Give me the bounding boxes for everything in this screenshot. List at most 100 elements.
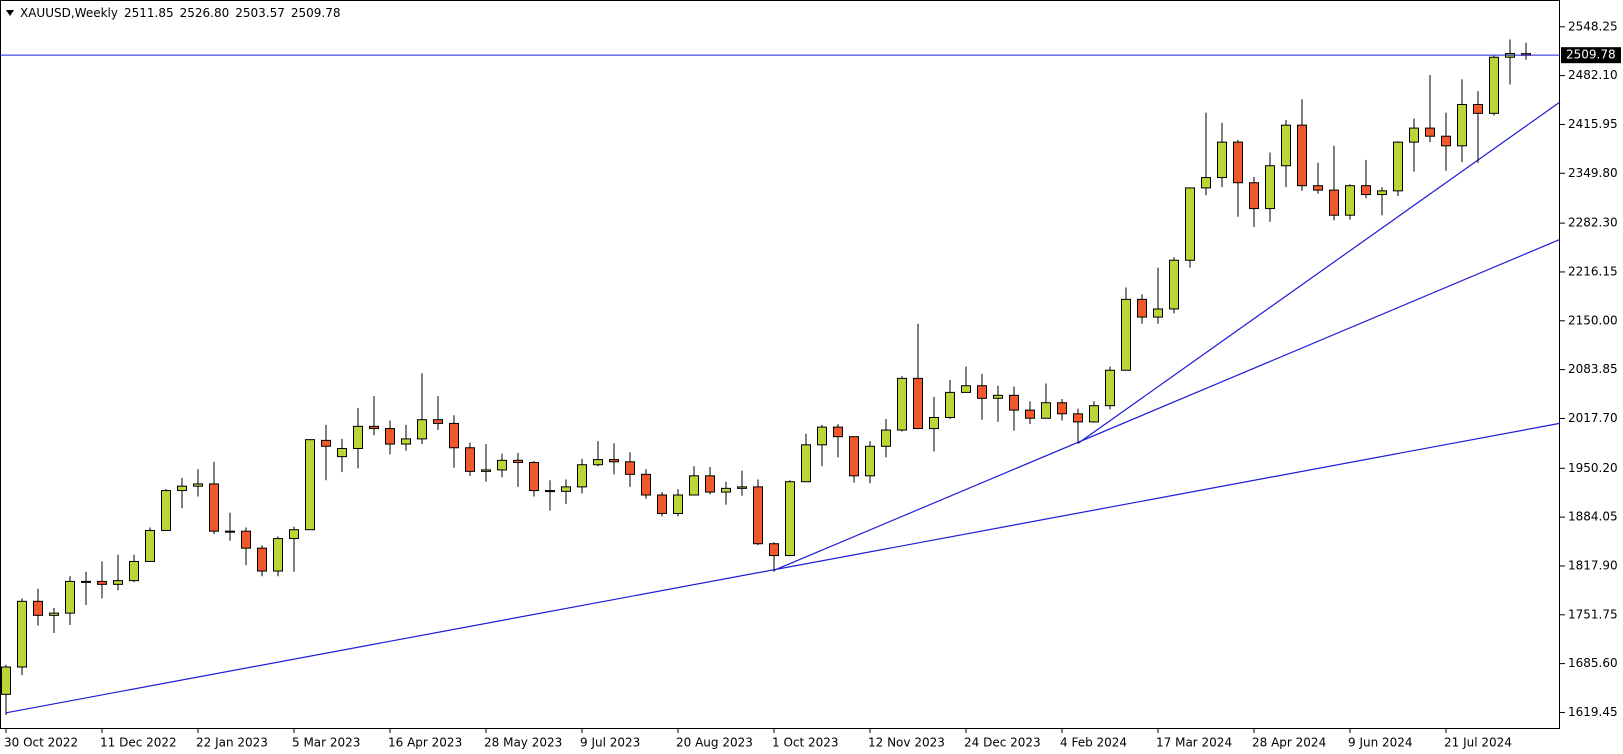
candle-body <box>1297 124 1307 187</box>
candle-body <box>1409 127 1419 143</box>
price-tag <box>1561 47 1621 64</box>
y-tick-label: 1619.45 <box>1568 705 1618 719</box>
candle-body <box>1105 369 1115 407</box>
candle-body <box>817 426 827 446</box>
candle-body <box>1361 185 1371 196</box>
candle-body <box>1233 141 1243 184</box>
menu-triangle[interactable] <box>6 10 14 16</box>
candle-body <box>721 487 731 493</box>
x-tick-label: 30 Oct 2022 <box>4 736 78 750</box>
open-label: 2511.85 <box>124 6 174 20</box>
candle-body <box>97 580 107 585</box>
candle-body <box>945 391 955 418</box>
candle-body <box>1025 409 1035 419</box>
trendline <box>1077 101 1560 444</box>
candle-body <box>1265 165 1275 210</box>
candle-body <box>1073 413 1083 423</box>
candle-body <box>737 486 747 489</box>
candle-body <box>577 464 587 488</box>
candle-body <box>225 530 235 533</box>
x-tick-label: 9 Jul 2023 <box>580 736 640 750</box>
symbol: XAUUSD,Weekly <box>20 6 118 20</box>
candle-body <box>401 438 411 445</box>
candle-body <box>833 426 843 438</box>
candle-body <box>1329 189 1339 216</box>
trendline <box>773 239 1560 571</box>
candle-body <box>1 666 11 695</box>
candle-body <box>993 394 1003 399</box>
candle-body <box>209 483 219 532</box>
candle-body <box>241 530 251 549</box>
candle-body <box>849 436 859 477</box>
candle-body <box>417 419 427 440</box>
y-tick-label: 1950.20 <box>1568 461 1618 475</box>
candle-body <box>1009 394 1019 411</box>
low-label: 2503.57 <box>235 6 285 20</box>
x-tick-label: 1 Oct 2023 <box>772 736 839 750</box>
candle-body <box>625 461 635 475</box>
candle-body <box>449 422 459 449</box>
candle-body <box>865 445 875 477</box>
candle-body <box>353 425 363 449</box>
candle-body <box>1281 124 1291 167</box>
candle-body <box>433 419 443 424</box>
candle-body <box>177 485 187 492</box>
x-tick-label: 22 Jan 2023 <box>196 736 268 750</box>
candle-body <box>257 547 267 572</box>
candle-body <box>65 580 75 614</box>
candle-body <box>1057 402 1067 415</box>
candle-body <box>1121 298 1131 371</box>
candle-body <box>1393 141 1403 192</box>
y-tick-label: 2216.15 <box>1568 264 1618 278</box>
candle-body <box>1489 56 1499 114</box>
price-tag-label: 2509.78 <box>1566 48 1616 62</box>
candle-body <box>769 543 779 557</box>
candle-body <box>289 529 299 540</box>
candle-body <box>689 475 699 496</box>
candle-body <box>321 439 331 447</box>
x-tick-label: 9 Jun 2024 <box>1348 736 1413 750</box>
candle-body <box>1425 127 1435 137</box>
candle-body <box>1185 187 1195 261</box>
candle-body <box>1345 185 1355 216</box>
trendline <box>5 422 1560 714</box>
candle-body <box>705 475 715 493</box>
candle-body <box>1313 185 1323 191</box>
y-tick-label: 1685.60 <box>1568 656 1618 670</box>
candle-body <box>1169 259 1179 310</box>
candle-body <box>913 377 923 430</box>
candle-body <box>785 481 795 557</box>
candle-body <box>897 377 907 431</box>
candle-body <box>1201 177 1211 189</box>
candle-body <box>1137 298 1147 318</box>
candle-body <box>337 447 347 458</box>
candle-body <box>305 439 315 531</box>
candle-body <box>465 447 475 472</box>
candle-body <box>961 385 971 393</box>
candle-body <box>1377 190 1387 196</box>
candle-body <box>641 473 651 496</box>
candle-body <box>593 459 603 466</box>
plot-frame <box>0 0 1560 729</box>
candle-body <box>881 429 891 447</box>
x-tick-label: 17 Mar 2024 <box>1156 736 1232 750</box>
candle-body <box>529 462 539 492</box>
y-tick-label: 1817.90 <box>1568 558 1618 572</box>
candle-body <box>161 490 171 531</box>
y-tick-label: 2548.25 <box>1568 19 1618 33</box>
candle-body <box>561 486 571 492</box>
candle-body <box>801 444 811 483</box>
x-tick-label: 4 Feb 2024 <box>1060 736 1127 750</box>
candle-body <box>497 459 507 471</box>
candle-body <box>129 560 139 582</box>
close-label: 2509.78 <box>291 6 341 20</box>
y-tick-label: 2415.95 <box>1568 117 1618 131</box>
candle-body <box>113 580 123 585</box>
y-tick-label: 1751.75 <box>1568 607 1618 621</box>
symbol-header: XAUUSD,Weekly 2511.85 2526.80 2503.57 2509.7… <box>20 6 340 20</box>
x-tick-label: 28 May 2023 <box>484 736 562 750</box>
x-tick-label: 12 Nov 2023 <box>868 736 945 750</box>
x-tick-label: 24 Dec 2023 <box>964 736 1041 750</box>
candle-body <box>1473 103 1483 114</box>
